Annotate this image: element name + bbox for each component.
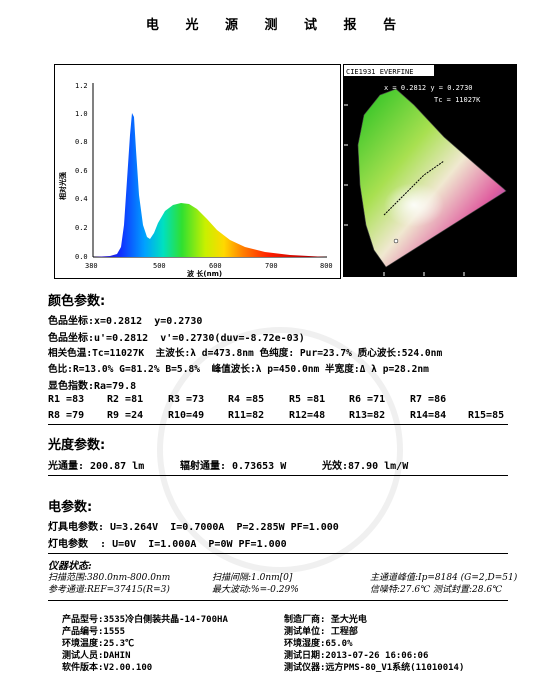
x-tick: 700 — [265, 262, 278, 270]
cie-horseshoe — [357, 88, 507, 268]
x-tick: 380 — [85, 262, 98, 270]
y-tick: 0.2 — [75, 224, 88, 232]
lamp-electrical: 灯具电参数: U=3.264V I=0.7000A P=2.285W PF=1.… — [48, 522, 339, 533]
watermark-stamp — [157, 327, 403, 573]
cri-r5: R5 =81 — [289, 394, 326, 405]
cri-r8: R8 =79 — [48, 410, 85, 421]
spectrum-curve — [93, 113, 327, 257]
source-electrical: 灯电参数 : U=0V I=1.000A P=0W PF=1.000 — [48, 539, 287, 550]
cri-r7: R7 =86 — [410, 394, 447, 405]
instrument-temperature: 信噪特:27.6℃ 测试封置:28.6℃ — [370, 585, 503, 595]
divider — [48, 424, 508, 425]
color-params-heading: 颜色参数: — [48, 294, 106, 309]
manufacturer: 制造厂商: 圣大光电 — [284, 615, 367, 625]
radiant-flux: 辐射通量: 0.73653 W — [180, 461, 287, 472]
luminous-flux: 光通量: 200.87 lm — [48, 461, 145, 472]
photo-params-heading: 光度参数: — [48, 438, 106, 453]
cri-ra: 显色指数:Ra=79.8 — [48, 381, 137, 392]
y-tick: 0.6 — [75, 167, 88, 175]
spectrum-svg: 1.2 1.0 0.8 0.6 0.4 0.2 0.0 380 500 600 … — [58, 82, 333, 278]
software-version: 软件版本:V2.00.100 — [62, 663, 153, 673]
divider — [48, 553, 508, 554]
ambient-humidity: 环境湿度:65.0% — [284, 639, 353, 649]
color-ratio-line: 色比:R=13.0% G=81.2% B=5.8% 峰值波长:λ p=450.0… — [48, 364, 429, 375]
y-tick: 1.2 — [75, 82, 88, 90]
cri-r12: R12=48 — [289, 410, 326, 421]
tester: 测试人员:DAHIN — [62, 651, 131, 661]
x-tick: 600 — [209, 262, 222, 270]
color-temp-line: 相关色温:Tc=11027K 主波长:λ d=473.8nm 色纯度: Pur=… — [48, 348, 443, 359]
test-unit: 测试单位: 工程部 — [284, 627, 358, 637]
cri-r15: R15=85 — [468, 410, 505, 421]
x-tick: 500 — [153, 262, 166, 270]
chromaticity-xy: 色品坐标:x=0.2812 y=0.2730 — [48, 316, 203, 327]
y-tick: 1.0 — [75, 110, 88, 118]
ambient-temperature: 环境温度:25.3℃ — [62, 639, 135, 649]
cri-r13: R13=82 — [349, 410, 386, 421]
cie-color-temp: Tc = 11027K — [434, 96, 481, 104]
cri-r10: R10=49 — [168, 410, 205, 421]
cri-r4: R4 =85 — [228, 394, 265, 405]
test-instrument: 测试仪器:远方PMS-80_V1系统(11010014) — [284, 663, 465, 673]
spectrum-chart: 1.2 1.0 0.8 0.6 0.4 0.2 0.0 380 500 600 … — [54, 64, 341, 279]
cie-svg: CIE1931 EVERFINE x = 0.2812 y = 0.2730 T… — [344, 65, 516, 276]
y-tick: 0.0 — [75, 253, 88, 261]
max-fluctuation: 最大波动:%=-0.29% — [212, 585, 299, 595]
cri-r6: R6 =71 — [349, 394, 386, 405]
instrument-heading: 仪器状态: — [48, 561, 92, 572]
x-tick: 800 — [320, 262, 333, 270]
report-title: 电 光 源 测 试 报 告 — [145, 18, 408, 33]
cri-r3: R3 =73 — [168, 394, 205, 405]
y-axis-label: 相对光强 — [58, 172, 67, 200]
y-tick: 0.8 — [75, 138, 88, 146]
x-axis-label: 波 长(nm) — [187, 269, 222, 278]
luminous-efficacy: 光效:87.90 lm/W — [322, 461, 409, 472]
elec-params-heading: 电参数: — [48, 500, 93, 515]
reference-channel: 参考通道:REF=37415(R=3) — [48, 585, 170, 595]
scan-interval: 扫描间隔:1.0nm[0] — [212, 573, 293, 583]
cri-r1: R1 =83 — [48, 394, 85, 405]
cie-coordinates: x = 0.2812 y = 0.2730 — [384, 84, 473, 92]
test-date: 测试日期:2013-07-26 16:06:06 — [284, 651, 429, 661]
y-tick: 0.4 — [75, 195, 88, 203]
cri-r2: R2 =81 — [107, 394, 144, 405]
divider — [48, 600, 508, 601]
cri-r9: R9 =24 — [107, 410, 144, 421]
product-model: 产品型号:3535冷白侧装共晶-14-700HA — [62, 615, 228, 625]
chromaticity-uv: 色品坐标:u'=0.2812 v'=0.2730(duv=-8.72e-03) — [48, 333, 305, 344]
scan-range: 扫描范围:380.0nm-800.0nm — [48, 573, 171, 583]
cri-r14: R14=84 — [410, 410, 447, 421]
product-number: 产品编号:1555 — [62, 627, 126, 637]
cri-r11: R11=82 — [228, 410, 265, 421]
main-channel-peak: 主通道峰值:Ip=8184 (G=2,D=51) — [370, 573, 518, 583]
divider — [48, 475, 508, 476]
cie-label: CIE1931 EVERFINE — [346, 68, 413, 76]
cie-chart: CIE1931 EVERFINE x = 0.2812 y = 0.2730 T… — [343, 64, 517, 277]
